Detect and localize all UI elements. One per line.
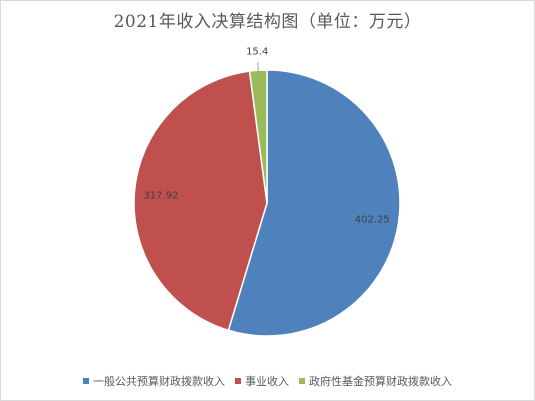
legend-label-business-income: 事业收入 (245, 375, 289, 388)
legend-item-general-budget: 一般公共预算财政拨款收入 (83, 373, 225, 389)
legend-item-fund-budget: 政府性基金预算财政拨款收入 (299, 373, 452, 389)
data-labels: 402.25 317.92 15.4 (143, 46, 389, 225)
pie-slices (133, 69, 401, 337)
legend-label-fund-budget: 政府性基金预算财政拨款收入 (309, 375, 452, 388)
legend-swatch-business-income (235, 378, 241, 384)
legend-item-business-income: 事业收入 (235, 373, 289, 389)
pie-slice-business-income (133, 70, 268, 332)
pie-slice-general-budget (227, 69, 401, 337)
legend: 一般公共预算财政拨款收入 事业收入 政府性基金预算财政拨款收入 (0, 373, 535, 389)
leader-lines (257, 62, 259, 73)
data-label-business-income: 317.92 (143, 190, 178, 201)
legend-label-general-budget: 一般公共预算财政拨款收入 (93, 375, 225, 388)
data-label-fund-budget: 15.4 (246, 46, 268, 57)
chart-title: 2021年收入决算结构图（单位：万元） (113, 12, 422, 32)
legend-swatch-general-budget (83, 378, 89, 384)
leader-line-fund-budget (257, 62, 259, 73)
legend-swatch-fund-budget (299, 378, 305, 384)
data-label-general-budget: 402.25 (355, 215, 390, 226)
